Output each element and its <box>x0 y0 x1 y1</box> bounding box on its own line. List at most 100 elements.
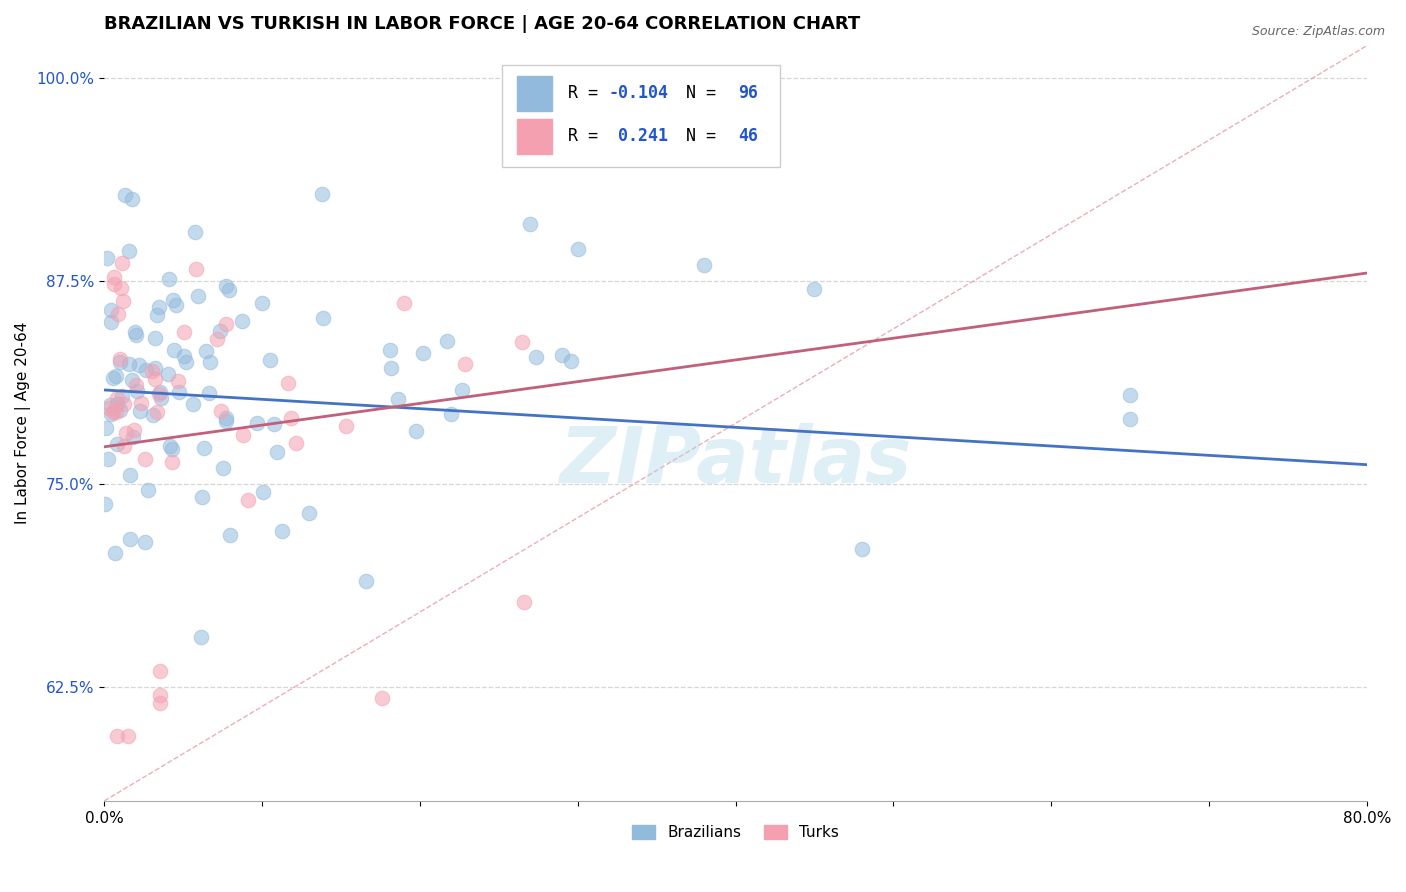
Point <box>128 404 150 418</box>
Point <box>280 411 302 425</box>
Point <box>159 438 181 452</box>
Point <box>250 295 273 310</box>
Point <box>218 528 240 542</box>
Point <box>145 405 167 419</box>
Point <box>101 370 124 384</box>
Text: ZIPatlas: ZIPatlas <box>560 423 911 499</box>
Point <box>143 372 166 386</box>
Point <box>851 542 873 557</box>
Point <box>111 256 134 270</box>
Point <box>107 307 129 321</box>
Point <box>160 455 183 469</box>
Point <box>110 351 132 366</box>
Point <box>187 289 209 303</box>
Point <box>112 396 135 410</box>
Point <box>148 697 170 711</box>
Point <box>198 386 221 401</box>
Point <box>312 311 335 326</box>
Point <box>101 405 124 419</box>
Legend: Brazilians, Turks: Brazilians, Turks <box>626 819 845 847</box>
Point <box>215 318 238 332</box>
Point <box>100 407 122 421</box>
Point <box>298 506 321 520</box>
Point <box>236 492 259 507</box>
Point <box>97 451 120 466</box>
Point <box>128 359 150 373</box>
Point <box>110 280 132 294</box>
Point <box>100 302 122 317</box>
Point <box>231 313 253 327</box>
Text: N =: N = <box>666 128 725 145</box>
Point <box>111 389 134 403</box>
Point <box>190 630 212 644</box>
Point <box>122 423 145 437</box>
Point <box>121 373 143 387</box>
Point <box>97 401 120 415</box>
Point <box>167 384 190 399</box>
Point <box>94 421 117 435</box>
Point <box>135 363 157 377</box>
Point <box>148 664 170 678</box>
Point <box>551 348 574 362</box>
Point <box>100 315 122 329</box>
Point <box>96 251 118 265</box>
Point <box>207 332 229 346</box>
Point <box>121 192 143 206</box>
Point <box>311 187 333 202</box>
Point <box>513 595 536 609</box>
Point <box>215 278 238 293</box>
Point <box>440 407 463 421</box>
Point <box>176 355 198 369</box>
Point <box>173 325 195 339</box>
Text: 46: 46 <box>738 128 758 145</box>
Text: -0.104: -0.104 <box>607 84 668 103</box>
Point <box>209 403 232 417</box>
Point <box>378 343 401 358</box>
Point <box>112 439 135 453</box>
Point <box>160 442 183 456</box>
Point <box>380 360 402 375</box>
Point <box>198 355 221 369</box>
Point <box>141 364 163 378</box>
Point <box>266 445 288 459</box>
Point <box>98 398 121 412</box>
Point <box>519 217 541 231</box>
Point <box>567 242 589 256</box>
Point <box>1119 412 1142 426</box>
Point <box>215 414 238 428</box>
Point <box>524 351 547 365</box>
Point <box>148 387 170 401</box>
Point <box>105 391 128 405</box>
FancyBboxPatch shape <box>517 119 553 153</box>
Text: 0.241: 0.241 <box>607 128 668 145</box>
Point <box>193 441 215 455</box>
Point <box>129 395 152 409</box>
Point <box>124 325 146 339</box>
Point <box>134 452 156 467</box>
Point <box>1119 388 1142 402</box>
Point <box>277 376 299 391</box>
Point <box>145 308 167 322</box>
Point <box>218 284 240 298</box>
Text: R =: R = <box>568 128 607 145</box>
Text: N =: N = <box>666 84 725 103</box>
Point <box>104 368 127 383</box>
Point <box>246 417 269 431</box>
Point <box>148 688 170 702</box>
Point <box>118 244 141 258</box>
Point <box>118 357 141 371</box>
Text: Source: ZipAtlas.com: Source: ZipAtlas.com <box>1251 25 1385 38</box>
Point <box>145 360 167 375</box>
Point <box>335 419 357 434</box>
Point <box>191 491 214 505</box>
Point <box>111 294 134 309</box>
Point <box>104 546 127 560</box>
Y-axis label: In Labor Force | Age 20-64: In Labor Force | Age 20-64 <box>15 322 31 524</box>
Text: 96: 96 <box>738 84 758 103</box>
Point <box>451 383 474 397</box>
Point <box>405 425 427 439</box>
Point <box>125 378 148 392</box>
Point <box>209 324 232 338</box>
Text: BRAZILIAN VS TURKISH IN LABOR FORCE | AGE 20-64 CORRELATION CHART: BRAZILIAN VS TURKISH IN LABOR FORCE | AG… <box>104 15 860 33</box>
Point <box>184 262 207 277</box>
